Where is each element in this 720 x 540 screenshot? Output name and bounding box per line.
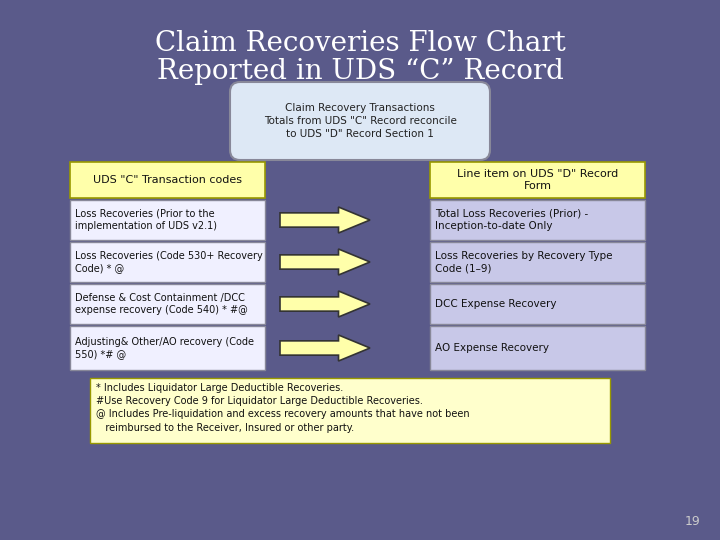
Bar (90, 378, 610, 443)
Text: AO Expense Recovery: AO Expense Recovery (435, 343, 549, 353)
Bar (430, 242, 645, 282)
Bar (430, 284, 645, 324)
Text: Loss Recoveries (Code 530+ Recovery
Code) * @: Loss Recoveries (Code 530+ Recovery Code… (75, 251, 263, 273)
Polygon shape (280, 207, 370, 233)
Text: Defense & Cost Containment /DCC
expense recovery (Code 540) * #@: Defense & Cost Containment /DCC expense … (75, 293, 248, 315)
Bar (70, 200, 265, 240)
Bar (430, 200, 645, 240)
Text: Loss Recoveries (Prior to the
implementation of UDS v2.1): Loss Recoveries (Prior to the implementa… (75, 209, 217, 231)
Bar (70, 284, 265, 324)
Text: Line item on UDS "D" Record
Form: Line item on UDS "D" Record Form (457, 169, 618, 191)
Polygon shape (280, 249, 370, 275)
Bar (70, 162, 265, 198)
Text: Claim Recoveries Flow Chart: Claim Recoveries Flow Chart (155, 30, 565, 57)
Bar (70, 326, 265, 370)
Polygon shape (280, 335, 370, 361)
Bar (70, 242, 265, 282)
Polygon shape (280, 291, 370, 317)
Text: Claim Recovery Transactions
Totals from UDS "C" Record reconcile
to UDS "D" Reco: Claim Recovery Transactions Totals from … (264, 103, 456, 139)
Bar (430, 326, 645, 370)
Text: Reported in UDS “C” Record: Reported in UDS “C” Record (156, 58, 564, 85)
Text: * Includes Liquidator Large Deductible Recoveries.
#Use Recovery Code 9 for Liqu: * Includes Liquidator Large Deductible R… (96, 383, 469, 433)
Text: Adjusting& Other/AO recovery (Code
550) *# @: Adjusting& Other/AO recovery (Code 550) … (75, 337, 254, 359)
Text: Loss Recoveries by Recovery Type
Code (1–9): Loss Recoveries by Recovery Type Code (1… (435, 251, 613, 273)
Text: DCC Expense Recovery: DCC Expense Recovery (435, 299, 557, 309)
Text: 19: 19 (684, 515, 700, 528)
Text: Total Loss Recoveries (Prior) -
Inception-to-date Only: Total Loss Recoveries (Prior) - Inceptio… (435, 209, 588, 231)
Bar (430, 162, 645, 198)
FancyBboxPatch shape (230, 82, 490, 160)
Text: UDS "C" Transaction codes: UDS "C" Transaction codes (93, 175, 242, 185)
